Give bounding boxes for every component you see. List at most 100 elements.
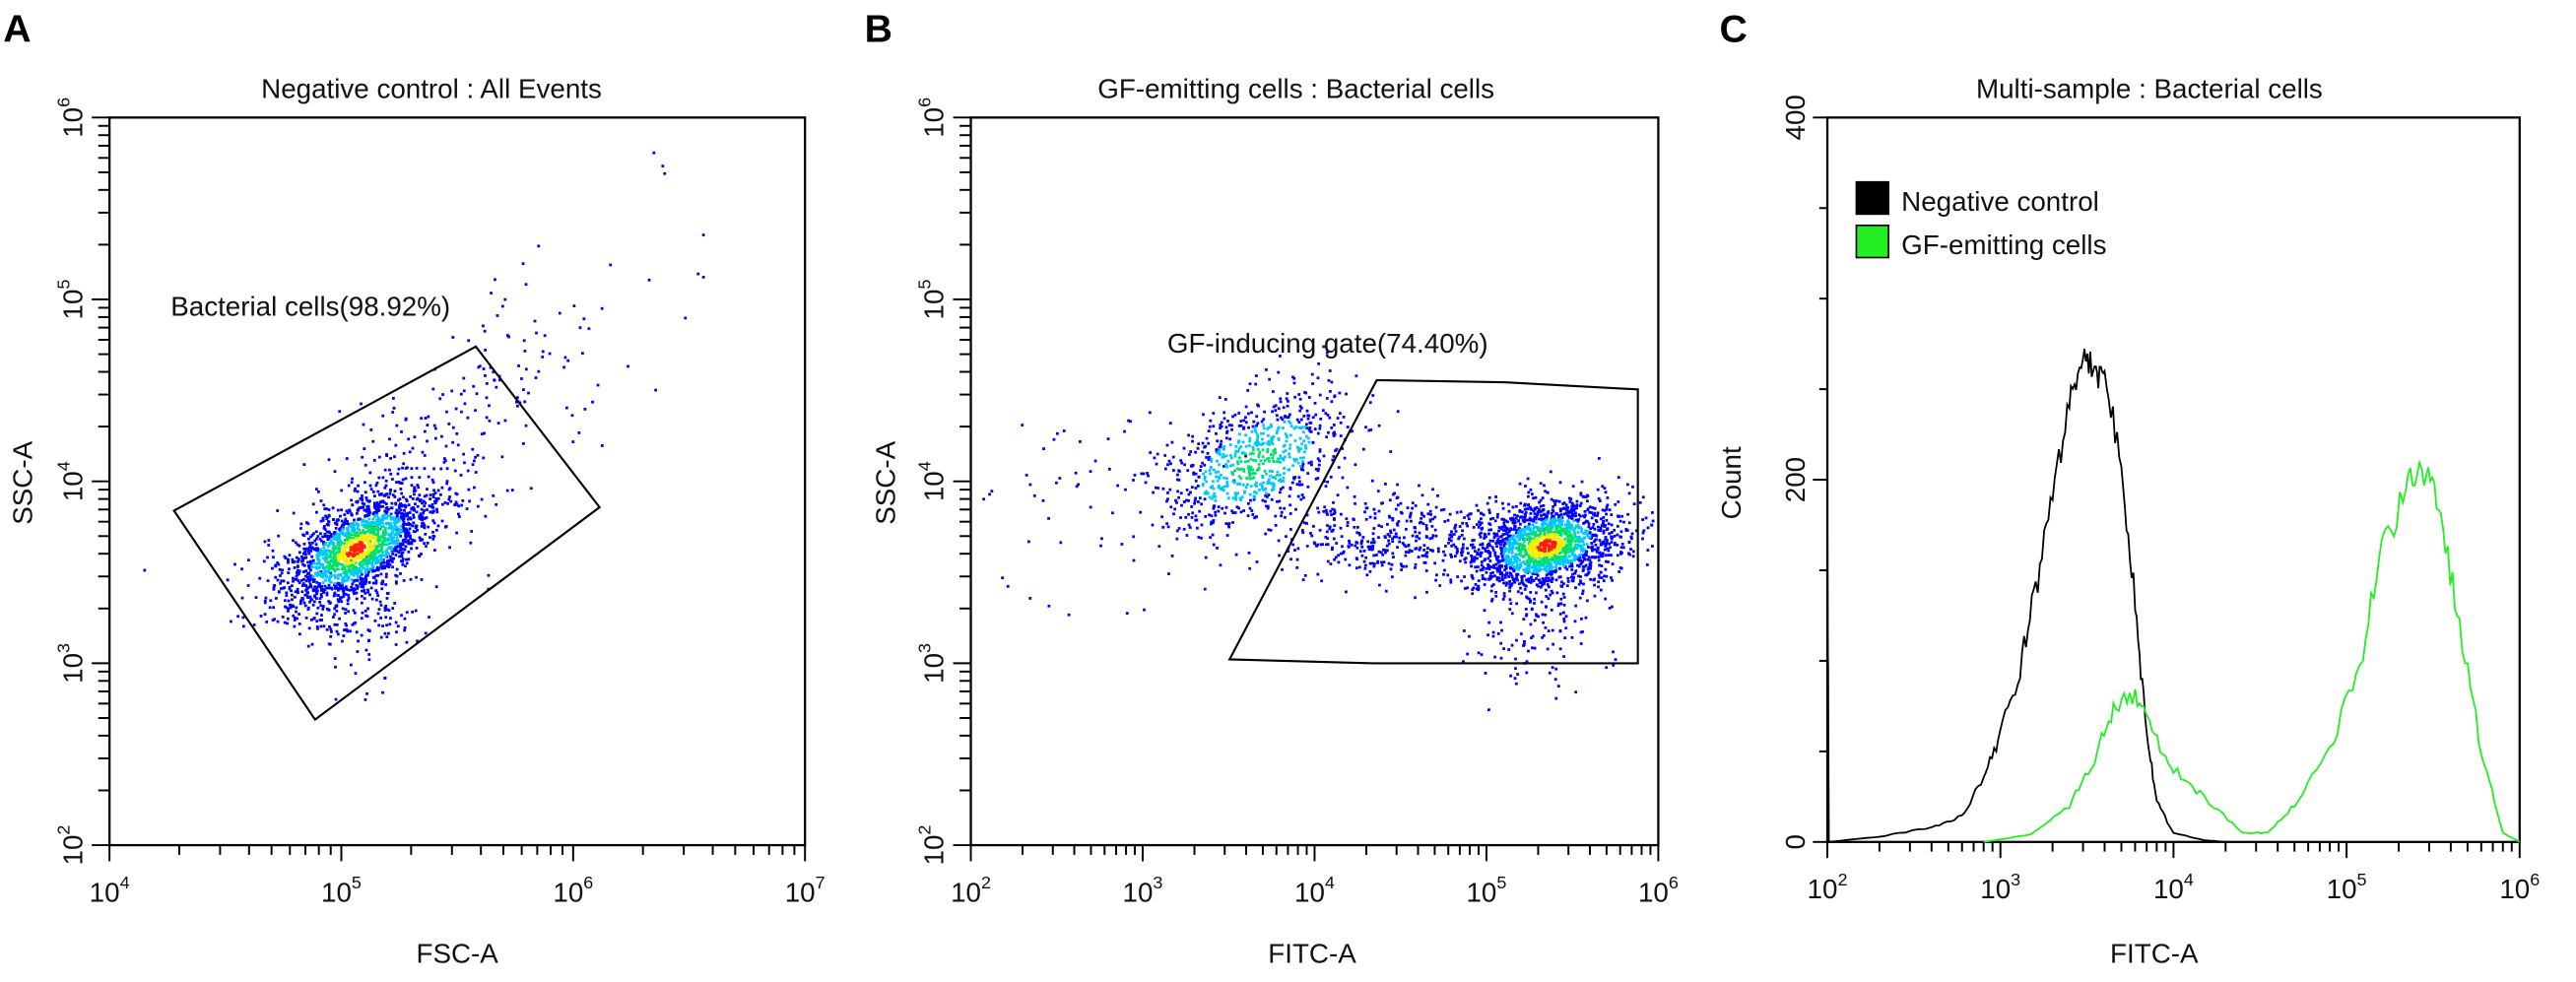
event-dots [143, 151, 705, 701]
event-dot [400, 555, 404, 558]
event-dot [1289, 557, 1292, 561]
event-dot [327, 550, 331, 554]
event-dot [1413, 526, 1417, 530]
event-dot [484, 349, 488, 352]
event-dot [296, 543, 299, 547]
event-dot [1166, 497, 1169, 501]
event-dot [494, 278, 496, 282]
event-dot [1572, 575, 1575, 579]
event-dot [1455, 510, 1459, 514]
event-dot [1426, 502, 1430, 506]
event-dot [375, 567, 379, 571]
gate-polygon[interactable] [172, 345, 602, 722]
event-dot [331, 564, 335, 567]
event-dot [1317, 510, 1321, 514]
event-dot [1564, 560, 1568, 564]
event-dot [1261, 455, 1265, 458]
event-dot [265, 621, 269, 623]
event-dot [463, 461, 466, 465]
event-dot [393, 547, 397, 551]
event-dot [1411, 501, 1415, 505]
event-dot [397, 531, 401, 535]
event-dot [1326, 537, 1330, 541]
event-dot [1371, 545, 1375, 548]
event-dot [1562, 512, 1566, 516]
event-dot [1155, 486, 1157, 490]
event-dot [1562, 620, 1566, 623]
event-dot [1577, 518, 1581, 521]
event-dot [412, 513, 416, 517]
event-dot [1471, 539, 1475, 543]
event-dot [390, 525, 394, 529]
event-dot [1266, 441, 1270, 445]
event-dot [383, 677, 387, 680]
event-dot [1527, 491, 1531, 494]
event-dot [1226, 523, 1230, 527]
event-dot [333, 573, 337, 577]
event-dot [1272, 459, 1276, 463]
event-dot [296, 587, 299, 591]
event-dot [1366, 540, 1370, 544]
event-dot [1523, 588, 1527, 591]
plot-frame [969, 116, 1660, 847]
event-dot [400, 430, 403, 433]
event-dot [541, 350, 545, 354]
event-dot [1176, 490, 1180, 493]
event-dot [371, 565, 374, 569]
event-dot [1549, 470, 1552, 474]
event-dot [1197, 475, 1201, 479]
event-dot [1641, 537, 1644, 541]
event-dot [323, 543, 327, 547]
event-dot [1363, 510, 1366, 514]
event-dot [1609, 546, 1612, 550]
event-dot [428, 504, 431, 508]
event-dot [1401, 541, 1405, 545]
event-dot [346, 560, 350, 563]
event-dot [361, 551, 364, 555]
event-dot [1499, 549, 1503, 553]
event-dot [1504, 537, 1508, 541]
event-dot [312, 561, 316, 565]
event-dot [306, 644, 310, 648]
event-dot [1221, 488, 1224, 491]
event-dot [357, 546, 360, 550]
event-dot [1194, 518, 1198, 522]
event-dot [324, 507, 328, 510]
event-dot [1309, 430, 1313, 433]
event-dot [472, 384, 476, 388]
event-dot [1236, 483, 1240, 487]
event-dot [1297, 480, 1301, 484]
event-dot [1583, 521, 1587, 524]
event-dot [1377, 550, 1381, 554]
event-dot [1255, 515, 1258, 518]
event-dot [1570, 562, 1573, 566]
event-dot [1472, 559, 1476, 563]
event-dot [338, 553, 342, 556]
event-dot [1458, 559, 1462, 563]
event-dot [1300, 529, 1304, 532]
event-dot [1604, 536, 1608, 539]
event-dot [1152, 491, 1156, 494]
event-dot [1575, 555, 1579, 558]
event-dot [1509, 584, 1513, 588]
event-dot [1338, 391, 1342, 395]
event-dot [1203, 463, 1207, 467]
event-dot [350, 541, 354, 545]
event-dot [1514, 667, 1517, 671]
event-dot [1042, 447, 1045, 450]
event-dot [1505, 571, 1508, 575]
event-dot [1370, 479, 1374, 483]
event-dot [367, 517, 371, 521]
event-dot [313, 548, 316, 552]
event-dot [1273, 447, 1277, 451]
event-dot [1575, 547, 1579, 550]
event-dot [403, 548, 407, 552]
event-dot [1589, 527, 1593, 531]
event-dot [333, 607, 337, 611]
event-dot [1579, 492, 1583, 496]
event-dot [367, 538, 370, 542]
event-dot [373, 557, 376, 561]
event-dot [363, 520, 366, 524]
event-dot [1170, 555, 1174, 557]
event-dot [1596, 525, 1600, 529]
